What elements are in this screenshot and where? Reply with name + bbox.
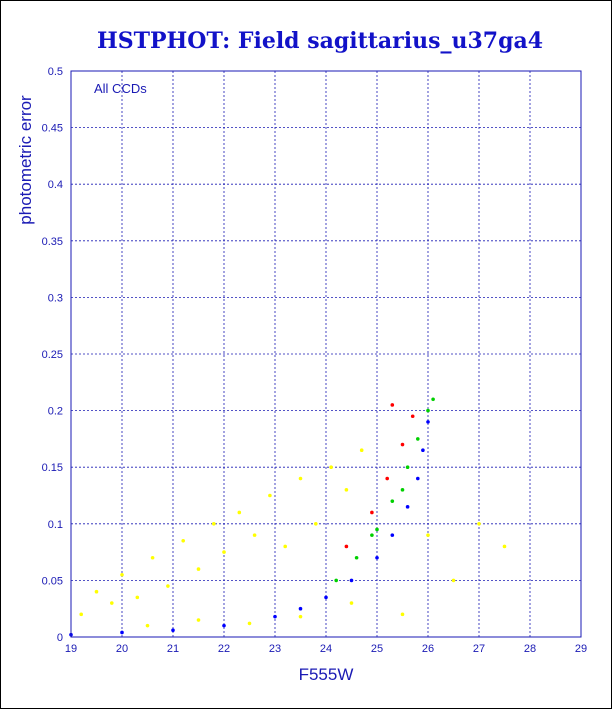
x-tick-label: 29	[575, 643, 587, 655]
x-tick-label: 21	[167, 643, 179, 655]
scatter-point	[171, 628, 175, 633]
scatter-point	[416, 476, 420, 481]
x-tick-label: 26	[422, 643, 434, 655]
scatter-point	[390, 533, 395, 537]
scatter-point	[400, 612, 405, 617]
scatter-point	[416, 437, 420, 441]
x-tick-label: 19	[65, 643, 77, 655]
scatter-point	[150, 555, 155, 560]
data-points-layer	[69, 397, 507, 637]
scatter-point	[298, 476, 303, 481]
scatter-point	[344, 544, 349, 549]
scatter-point	[268, 493, 272, 498]
x-tick-label: 27	[473, 643, 485, 655]
y-tick-label: 0.25	[42, 349, 63, 361]
scatter-point	[426, 420, 430, 424]
y-axis-label: photometric error	[16, 95, 35, 225]
scatter-point	[400, 488, 405, 492]
y-tick-label: 0.05	[42, 575, 63, 587]
scatter-point	[247, 621, 252, 626]
y-tick-label: 0.4	[48, 179, 63, 191]
scatter-point	[222, 623, 226, 628]
scatter-point	[344, 488, 349, 492]
y-tick-label: 0.35	[42, 236, 63, 248]
y-tick-label: 0.2	[48, 406, 63, 418]
scatter-point	[79, 612, 83, 617]
scatter-point	[222, 550, 226, 554]
scatter-point	[421, 448, 425, 453]
chart-title: HSTPHOT: Field sagittarius_u37ga4	[97, 28, 543, 54]
scatter-point	[390, 499, 395, 503]
x-tick-label: 20	[116, 643, 128, 655]
scatter-point	[375, 527, 379, 532]
y-tick-label: 0.1	[48, 519, 63, 531]
y-tick-label: 0.45	[42, 123, 63, 135]
scatter-point	[135, 595, 140, 600]
x-tick-labels: 19 20 21 22 23 24 25 26 27 28 29	[65, 643, 587, 655]
chart-annotation: All CCDs	[94, 81, 147, 96]
x-tick-label: 24	[320, 643, 332, 655]
scatter-point	[196, 567, 201, 571]
scatter-point	[298, 614, 303, 619]
scatter-point	[349, 601, 354, 605]
y-tick-label: 0.15	[42, 462, 63, 474]
scatter-point	[298, 606, 303, 611]
scatter-point	[400, 442, 405, 447]
scatter-point	[349, 578, 354, 583]
y-tick-label: 0	[57, 632, 63, 644]
scatter-point	[324, 595, 328, 600]
scatter-point	[237, 510, 242, 515]
scatter-point	[329, 465, 333, 470]
y-tick-label: 0.3	[48, 292, 63, 304]
scatter-point	[385, 476, 390, 481]
scatter-point	[334, 578, 339, 583]
x-tick-label: 25	[371, 643, 383, 655]
scatter-point	[212, 522, 216, 526]
scatter-point	[273, 614, 277, 619]
scatter-point	[196, 618, 201, 622]
scatter-point	[252, 533, 257, 537]
scatter-point	[410, 414, 415, 419]
scatter-point	[405, 505, 410, 509]
scatter-point	[120, 630, 124, 635]
plot-frame	[70, 70, 582, 638]
scatter-point	[283, 544, 288, 549]
scatter-point	[426, 408, 430, 413]
scatter-point	[145, 623, 150, 628]
scatter-point	[390, 403, 395, 407]
x-tick-label: 23	[269, 643, 281, 655]
scatter-point	[375, 555, 379, 560]
scatter-point	[359, 448, 364, 453]
scatter-point	[166, 584, 170, 588]
scatter-point	[370, 510, 374, 515]
scatter-point	[405, 465, 410, 470]
scatter-point	[120, 572, 124, 577]
scatter-point	[451, 578, 456, 583]
scatter-point	[502, 544, 507, 549]
x-tick-label: 22	[218, 643, 230, 655]
grid-layer	[71, 71, 581, 637]
scatter-point	[314, 522, 318, 526]
scatter-point	[94, 589, 99, 594]
scatter-point	[370, 533, 374, 537]
scatter-point	[110, 601, 114, 605]
scatter-point	[354, 555, 359, 560]
x-tick-label: 28	[524, 643, 536, 655]
scatter-point	[426, 533, 430, 537]
x-axis-label: F555W	[299, 665, 354, 684]
scatter-point	[477, 522, 481, 526]
scatter-point	[431, 397, 435, 402]
y-tick-label: 0.5	[48, 66, 63, 78]
scatter-point	[181, 538, 185, 543]
y-tick-labels: 0 0.05 0.1 0.15 0.2 0.25 0.3 0.35 0.4 0.45 0.5	[42, 66, 63, 644]
